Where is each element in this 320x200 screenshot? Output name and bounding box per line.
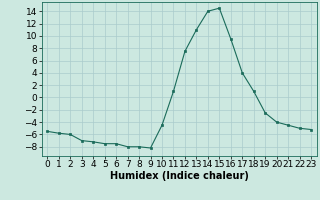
- X-axis label: Humidex (Indice chaleur): Humidex (Indice chaleur): [110, 171, 249, 181]
